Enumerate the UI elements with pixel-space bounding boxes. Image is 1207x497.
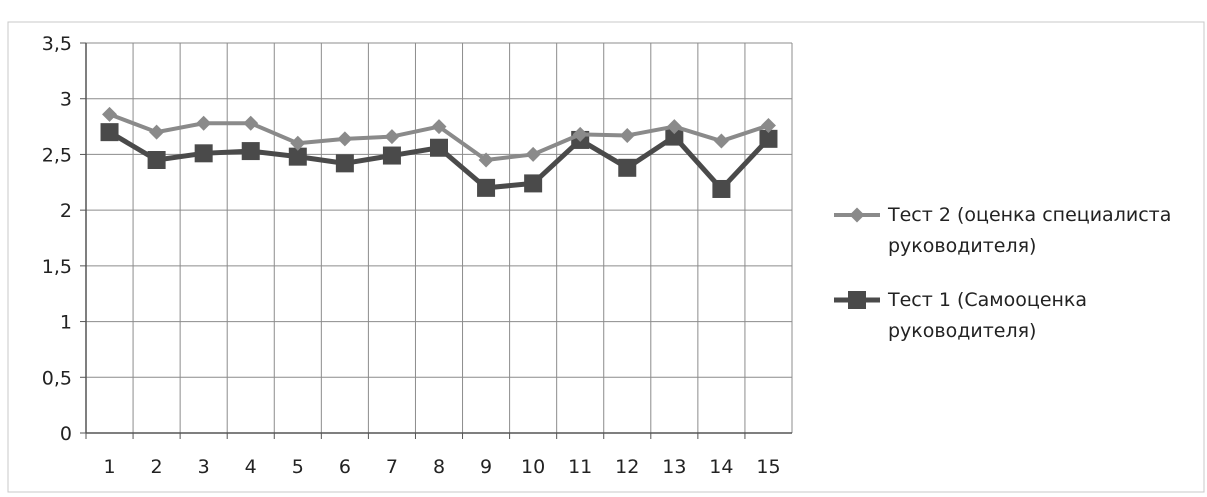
data-point	[618, 158, 637, 177]
data-point	[760, 117, 776, 133]
legend-marker	[849, 207, 865, 223]
legend-entry-2: Тест 1 (Самооценка руководителя)	[834, 289, 1087, 342]
x-tick-label: 11	[568, 456, 592, 478]
legend-entry-1: Тест 2 (оценка специалиста руководителя)	[834, 204, 1171, 257]
x-tick-label: 2	[151, 456, 163, 478]
x-tick-label: 7	[386, 456, 398, 478]
y-tick-label: 0,5	[42, 367, 72, 389]
data-point	[665, 127, 684, 146]
data-point	[478, 152, 494, 168]
x-tick-label: 15	[756, 456, 780, 478]
legend-label: руководителя)	[888, 320, 1036, 342]
chart-frame	[7, 21, 1205, 493]
series-group	[100, 106, 778, 198]
data-point	[712, 179, 731, 198]
x-tick-label: 12	[615, 456, 639, 478]
data-point	[572, 126, 588, 142]
data-point	[147, 151, 166, 169]
y-tick-label: 1	[60, 312, 72, 334]
y-tick-label: 2	[60, 200, 72, 222]
data-point	[100, 123, 119, 142]
series-1	[102, 106, 776, 168]
legend-label: Тест 1 (Самооценка	[887, 289, 1087, 311]
x-tick-label: 10	[521, 456, 545, 478]
x-tick-label: 4	[245, 456, 257, 478]
data-point	[524, 174, 543, 193]
y-tick-label: 2,5	[42, 144, 72, 166]
y-tick-label: 3	[60, 89, 72, 111]
legend-label: руководителя)	[888, 235, 1036, 257]
data-point	[382, 146, 401, 165]
data-point	[384, 129, 400, 145]
x-tick-label: 1	[103, 456, 115, 478]
data-point	[713, 133, 729, 149]
series-2	[100, 123, 778, 198]
x-tick-label: 14	[709, 456, 733, 478]
data-point	[525, 146, 541, 162]
data-point	[759, 129, 778, 148]
legend-marker	[848, 291, 866, 309]
data-point	[619, 127, 635, 143]
x-tick-label: 13	[662, 456, 686, 478]
y-tick-label: 0	[60, 423, 72, 445]
legend: Тест 2 (оценка специалистаруководителя)Т…	[834, 204, 1171, 342]
data-point	[666, 119, 682, 135]
data-point	[243, 115, 259, 131]
legend-label: Тест 2 (оценка специалиста	[887, 204, 1171, 226]
data-point	[477, 178, 496, 197]
x-tick-label: 9	[480, 456, 492, 478]
data-point	[337, 131, 353, 147]
data-point	[288, 147, 307, 166]
data-point	[102, 106, 118, 122]
data-point	[241, 142, 260, 161]
y-tick-label: 1,5	[42, 256, 72, 278]
y-tick-label: 3,5	[42, 33, 72, 55]
data-point	[290, 135, 306, 151]
data-point	[431, 119, 447, 135]
x-tick-label: 8	[433, 456, 445, 478]
x-tick-label: 5	[292, 456, 304, 478]
axes: 00,511,522,533,51 2 3 4 5 6 7 8 9 10 11 12 13 14 15	[42, 33, 792, 478]
data-point	[194, 144, 213, 163]
data-point	[196, 115, 212, 131]
x-tick-label: 6	[339, 456, 351, 478]
data-point	[149, 124, 165, 140]
data-point	[430, 138, 448, 157]
data-point	[335, 154, 354, 173]
x-tick-label: 3	[198, 456, 210, 478]
